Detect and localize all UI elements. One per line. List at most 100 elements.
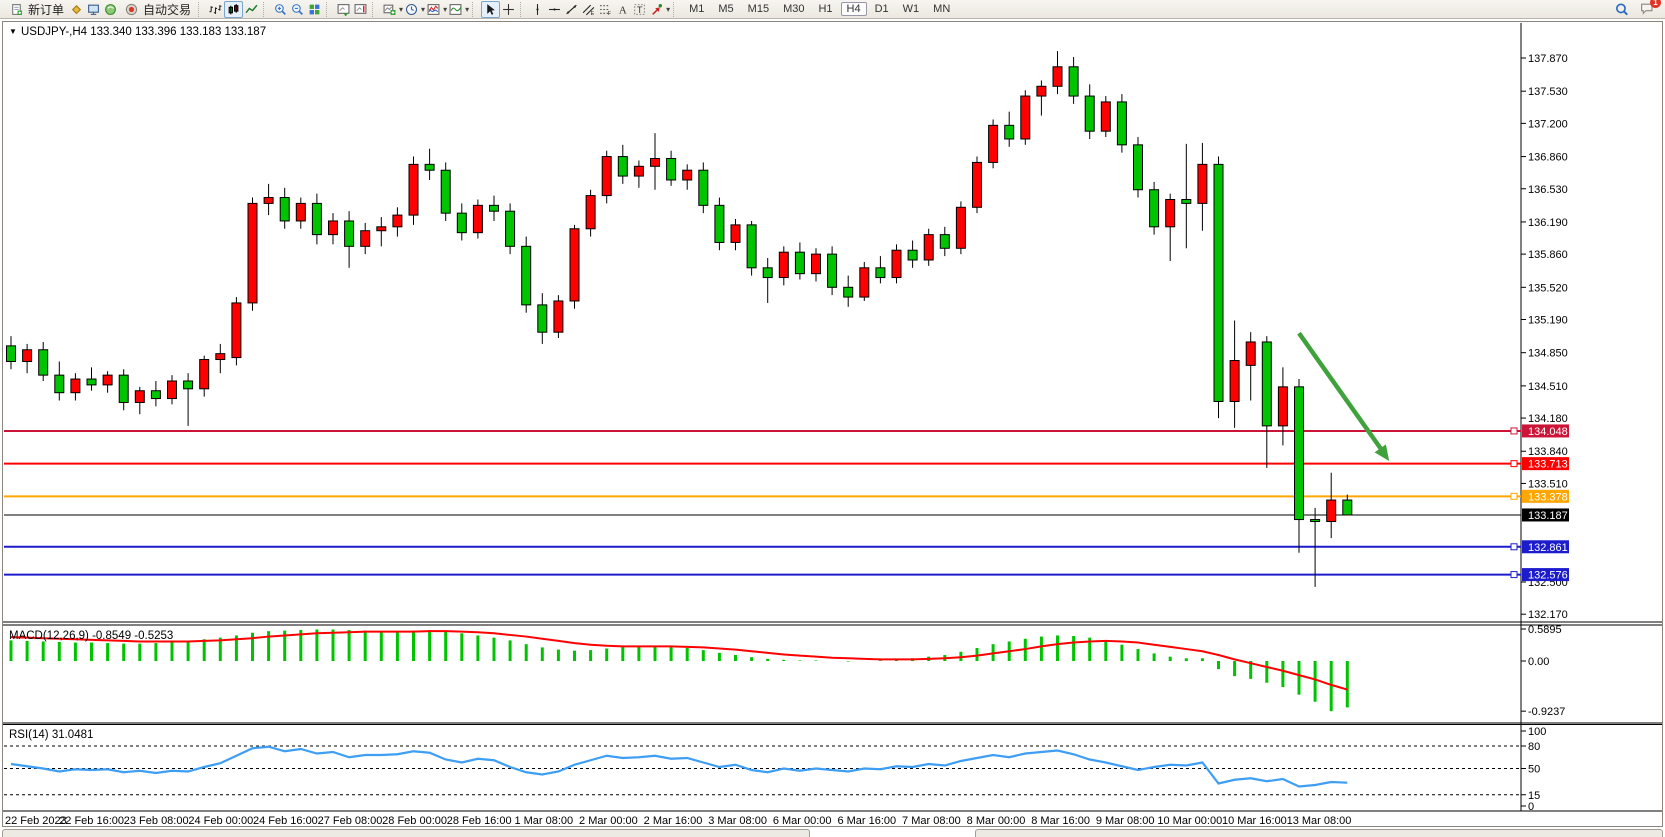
price-chart[interactable]: 137.870 137.530 137.200 136.860 136.530 136.1… <box>3 22 1662 826</box>
dock-tab-right[interactable] <box>975 829 1663 837</box>
trendline-icon[interactable] <box>563 2 580 17</box>
timeframe-m5-button[interactable]: M5 <box>718 3 734 15</box>
price-tick-label: 135.520 <box>1528 282 1568 294</box>
macd-axis-label: 0.5895 <box>1528 624 1562 636</box>
candle <box>1213 156 1224 419</box>
candle <box>472 199 483 239</box>
candle <box>183 373 194 426</box>
toolbar-separator <box>520 1 526 17</box>
charts-icon[interactable] <box>68 2 85 17</box>
indicators-icon[interactable] <box>425 2 442 17</box>
price-tick-label: 135.860 <box>1528 249 1568 261</box>
auto-trading-icon <box>123 2 140 17</box>
timeframe-h1-button[interactable]: H1 <box>818 3 833 15</box>
periods-dropdown-caret[interactable]: ▾ <box>421 4 426 14</box>
price-tick-label: 136.530 <box>1528 184 1568 196</box>
timeframe-m15-button[interactable]: M15 <box>747 3 770 15</box>
time-axis-label: 10 Mar 16:00 <box>1222 815 1287 826</box>
macd-pane: 0.5895 0.00 -0.9237 MACD(12,26,9) -0.8549 -… <box>9 624 1565 718</box>
candle <box>456 203 467 241</box>
candle <box>1084 84 1095 139</box>
docked-panels-edge <box>0 827 1665 837</box>
time-axis-label: 23 Feb 08:00 <box>124 815 189 826</box>
candle <box>22 343 33 374</box>
strategy-tester-icon[interactable] <box>102 2 119 17</box>
horizontal-level-lines <box>4 427 1521 579</box>
chart-shift-icon[interactable] <box>352 2 369 17</box>
timeframe-h4-button[interactable]: H4 <box>840 2 867 16</box>
svg-text:F: F <box>608 10 612 15</box>
crosshair-icon[interactable] <box>500 2 517 17</box>
new-order-button[interactable]: 新订单 <box>4 1 68 18</box>
templates-icon[interactable] <box>447 2 464 17</box>
candlestick-chart-type-icon[interactable] <box>224 0 244 18</box>
periods-icon[interactable] <box>403 2 420 17</box>
price-axis[interactable]: 137.870 137.530 137.200 136.860 136.530 136.1… <box>1521 53 1568 621</box>
text-label-icon[interactable]: T <box>631 2 648 17</box>
price-badges: 134.048 133.713 133.378 133.187 132.861 132.5… <box>1522 424 1569 582</box>
toolbar-right-group: 1 <box>1613 0 1661 18</box>
hline-handle[interactable] <box>1510 571 1518 579</box>
candle <box>1181 143 1192 249</box>
arrows-dropdown-caret[interactable]: ▾ <box>666 4 671 14</box>
candle <box>6 336 16 370</box>
timeframe-mn-button[interactable]: MN <box>933 3 951 15</box>
candle <box>360 222 371 255</box>
candle <box>762 258 773 303</box>
timeframe-d1-button[interactable]: D1 <box>874 3 889 15</box>
rsi-pane: 100 80 50 150 RSI(14) 31.0481 <box>4 726 1546 813</box>
search-icon[interactable] <box>1613 2 1630 17</box>
hline-handle[interactable] <box>1510 460 1518 468</box>
new-chart-icon[interactable] <box>381 2 398 17</box>
candle <box>167 375 177 405</box>
candle <box>891 244 902 284</box>
toolbar-separator <box>673 1 679 17</box>
equidistant-channel-icon[interactable]: E <box>580 2 597 17</box>
candle <box>682 164 693 190</box>
templates-dropdown-caret[interactable]: ▾ <box>465 4 470 14</box>
candle <box>988 119 999 169</box>
candle <box>1133 137 1143 198</box>
trend-arrow-annotation[interactable] <box>1297 331 1390 462</box>
timeframe-m1-button[interactable]: M1 <box>689 3 705 15</box>
fibonacci-icon[interactable]: F <box>597 2 614 17</box>
time-axis-label: 13 Mar 08:00 <box>1287 815 1352 826</box>
candle <box>344 211 355 268</box>
timeframe-w1-button[interactable]: W1 <box>902 3 920 15</box>
hline-handle[interactable] <box>1510 492 1518 500</box>
zoom-out-icon[interactable] <box>289 2 306 17</box>
vertical-line-icon[interactable] <box>529 2 546 17</box>
text-icon[interactable]: A <box>614 2 631 17</box>
market-watch-icon[interactable] <box>85 2 102 17</box>
candle <box>311 193 322 245</box>
line-chart-type-icon[interactable] <box>243 2 260 17</box>
auto-scroll-icon[interactable] <box>335 2 352 17</box>
symbol-dropdown-icon[interactable]: ▼ <box>9 27 17 36</box>
notifications-chat-icon[interactable]: 1 <box>1638 0 1661 18</box>
hline-handle[interactable] <box>1510 427 1518 435</box>
candle <box>408 156 419 225</box>
hline-handle[interactable] <box>1510 543 1518 551</box>
zoom-in-icon[interactable] <box>272 2 289 17</box>
candle <box>859 261 870 301</box>
new-chart-dropdown-caret[interactable]: ▾ <box>399 4 404 14</box>
indicators-dropdown-caret[interactable]: ▾ <box>443 4 448 14</box>
macd-signal-line <box>10 630 1348 691</box>
price-tick-label: 133.510 <box>1528 478 1568 490</box>
cursor-icon[interactable] <box>481 0 501 18</box>
timeframe-m30-button[interactable]: M30 <box>783 3 805 15</box>
auto-trading-button[interactable]: 自动交易 <box>119 1 195 18</box>
dock-tab-left[interactable] <box>2 829 810 837</box>
arrows-icon[interactable] <box>648 2 665 17</box>
tile-windows-icon[interactable] <box>306 2 323 17</box>
horizontal-line-icon[interactable] <box>546 2 563 17</box>
candle <box>231 297 242 366</box>
bar-chart-type-icon[interactable] <box>207 2 224 17</box>
rsi-axis-label: 50 <box>1528 764 1540 776</box>
candle <box>263 183 274 216</box>
candle <box>698 162 709 214</box>
auto-trading-button-label: 自动交易 <box>143 2 192 17</box>
price-tick-label: 136.190 <box>1528 217 1568 229</box>
